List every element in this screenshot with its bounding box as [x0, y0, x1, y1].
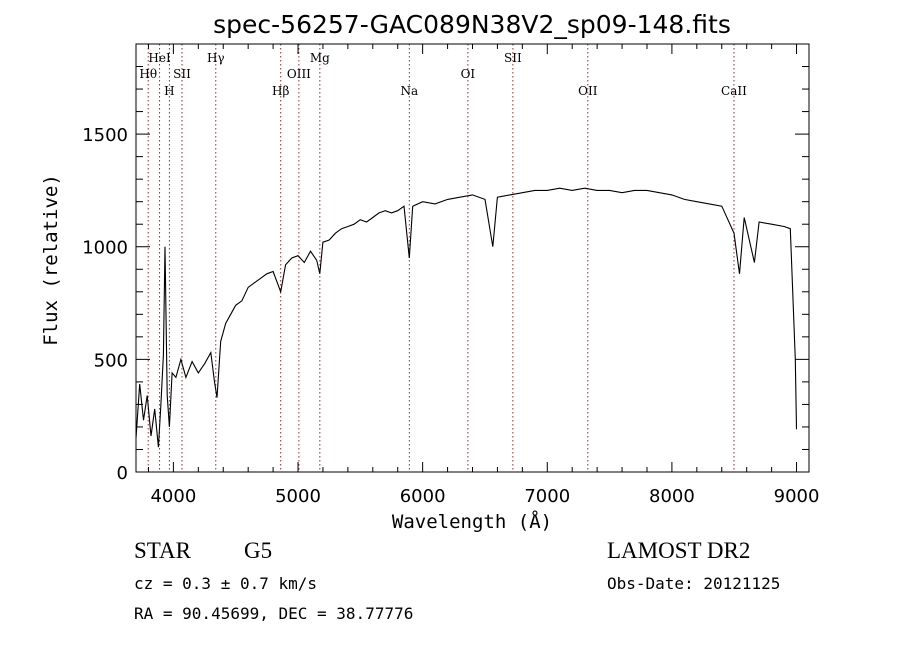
line-label: CaII [721, 84, 747, 98]
line-label: Mg [310, 51, 330, 65]
x-tick-label: 4000 [150, 486, 196, 507]
emission-line-markers [147, 44, 735, 472]
x-tick-label: 6000 [400, 486, 446, 507]
line-label: H [164, 84, 174, 98]
x-tick-label: 5000 [275, 486, 321, 507]
coordinates: RA = 90.45699, DEC = 38.77776 [134, 604, 413, 623]
line-label: OIII [287, 67, 311, 81]
object-subclass: G5 [244, 538, 272, 563]
emission-line-labels: Hθ HeI H SII Hγ Hβ OIII Mg Na OI SII OII CaII [139, 51, 747, 98]
observation-date: Obs-Date: 20121125 [607, 574, 780, 593]
line-label: Hβ [272, 84, 289, 98]
line-label: HeI [148, 51, 171, 65]
survey-name: LAMOST DR2 [607, 538, 750, 563]
x-tick-label: 7000 [524, 486, 570, 507]
chart-title: spec-56257-GAC089N38V2_sp09-148.fits [213, 10, 731, 39]
y-tick-label: 0 [117, 463, 128, 484]
line-label: SII [504, 51, 522, 65]
object-class: STAR [134, 538, 192, 563]
x-tick-label: 8000 [649, 486, 695, 507]
redshift-value: cz = 0.3 ± 0.7 km/s [134, 574, 317, 593]
x-axis-ticks: 4000 5000 6000 7000 8000 9000 [147, 44, 820, 507]
y-tick-label: 500 [94, 350, 128, 371]
y-tick-label: 1000 [82, 238, 128, 259]
line-label: Hθ [139, 67, 157, 81]
spectrum-line [135, 187, 798, 448]
x-tick-label: 9000 [774, 486, 820, 507]
line-label: Hγ [207, 51, 225, 65]
y-axis-title: Flux (relative) [40, 174, 62, 346]
y-axis-ticks: 0 500 1000 1500 [82, 43, 809, 484]
line-label: Na [400, 84, 418, 98]
x-axis-title: Wavelength (Å) [392, 510, 552, 533]
line-label: OII [578, 84, 598, 98]
line-label: SII [173, 67, 191, 81]
plot-frame [135, 43, 810, 473]
y-tick-label: 1500 [82, 125, 128, 146]
line-label: OI [461, 67, 476, 81]
